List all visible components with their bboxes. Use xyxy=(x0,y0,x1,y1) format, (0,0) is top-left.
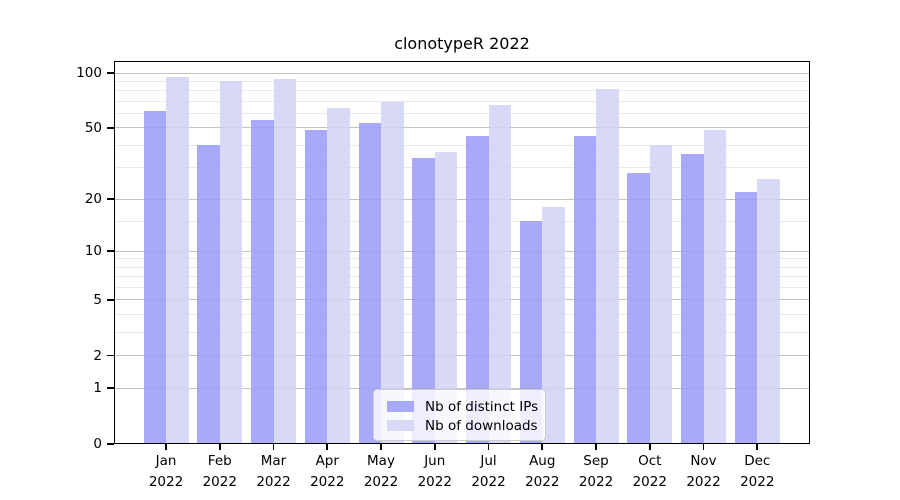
bar-nb-of-downloads-jul xyxy=(488,104,511,444)
bar-nb-of-distinct-ips-nov xyxy=(681,153,704,444)
x-tick-label-may: May 2022 xyxy=(363,453,399,490)
y-tick-label-2: 2 xyxy=(93,347,102,364)
legend-label-distinct-ips: Nb of distinct IPs xyxy=(425,398,539,415)
y-tick-mark-2 xyxy=(107,354,114,357)
bar-nb-of-distinct-ips-oct xyxy=(627,173,650,444)
bar-nb-of-distinct-ips-jan xyxy=(143,110,166,444)
x-tick-label-oct: Oct 2022 xyxy=(632,453,667,490)
gridline-minor-30 xyxy=(115,167,809,169)
gridline-minor-7 xyxy=(115,276,809,278)
gridline-major-50 xyxy=(115,127,809,129)
x-tick-mark-jul xyxy=(487,444,490,450)
bar-nb-of-downloads-jun xyxy=(434,151,458,444)
legend: Nb of distinct IPs Nb of downloads xyxy=(373,389,546,441)
bar-nb-of-downloads-aug xyxy=(542,207,565,444)
gridline-major-20 xyxy=(115,198,809,200)
x-tick-label-jun: Jun 2022 xyxy=(417,453,452,490)
bar-nb-of-distinct-ips-apr xyxy=(304,129,328,444)
bar-nb-of-downloads-apr xyxy=(327,108,350,444)
gridline-minor-6 xyxy=(115,287,809,289)
bar-nb-of-downloads-dec xyxy=(757,179,780,444)
y-tick-label-1: 1 xyxy=(93,380,102,397)
gridline-major-1 xyxy=(115,387,809,389)
gridline-minor-8 xyxy=(115,266,809,268)
x-tick-label-sep: Sep 2022 xyxy=(578,453,614,490)
x-tick-label-apr: Apr 2022 xyxy=(310,453,345,490)
x-tick-mark-aug xyxy=(541,444,544,450)
bar-nb-of-distinct-ips-mar xyxy=(251,120,274,444)
y-tick-mark-10 xyxy=(107,250,114,253)
y-tick-label-0: 0 xyxy=(93,436,102,452)
y-tick-label-10: 10 xyxy=(84,243,102,260)
gridline-major-100 xyxy=(115,72,809,74)
x-tick-mark-may xyxy=(380,444,382,450)
gridline-minor-70 xyxy=(115,100,809,102)
gridline-minor-90 xyxy=(115,80,809,82)
bar-nb-of-distinct-ips-feb xyxy=(197,145,220,444)
legend-swatch-downloads xyxy=(387,420,414,431)
x-tick-mark-mar xyxy=(272,444,275,450)
legend-item-downloads: Nb of downloads xyxy=(387,416,545,435)
x-tick-label-aug: Aug 2022 xyxy=(525,453,560,490)
gridline-minor-80 xyxy=(115,90,809,92)
y-tick-label-100: 100 xyxy=(76,65,102,81)
bar-nb-of-downloads-mar xyxy=(273,78,296,444)
bar-nb-of-distinct-ips-jun xyxy=(412,158,435,444)
bar-nb-of-distinct-ips-dec xyxy=(734,191,758,444)
legend-swatch-distinct-ips xyxy=(387,401,414,412)
bar-nb-of-downloads-jan xyxy=(166,77,189,444)
bar-nb-of-distinct-ips-aug xyxy=(519,221,543,444)
y-tick-mark-5 xyxy=(107,299,114,301)
gridline-minor-40 xyxy=(115,144,809,146)
bar-nb-of-downloads-feb xyxy=(219,81,243,444)
y-tick-label-50: 50 xyxy=(84,119,102,136)
y-tick-mark-50 xyxy=(107,127,114,129)
y-tick-label-20: 20 xyxy=(84,191,102,208)
gridline-minor-3 xyxy=(115,332,809,334)
x-tick-label-jan: Jan 2022 xyxy=(148,453,184,490)
x-tick-mark-apr xyxy=(326,444,329,450)
legend-item-distinct-ips: Nb of distinct IPs xyxy=(387,397,545,416)
y-tick-label-5: 5 xyxy=(93,291,102,308)
bar-nb-of-downloads-oct xyxy=(649,145,673,444)
x-tick-label-mar: Mar 2022 xyxy=(256,453,291,490)
bar-nb-of-downloads-nov xyxy=(703,129,726,444)
gridline-minor-4 xyxy=(115,314,809,316)
gridline-minor-9 xyxy=(115,258,809,260)
gridline-minor-60 xyxy=(115,113,809,115)
x-tick-label-dec: Dec 2022 xyxy=(740,453,775,490)
y-tick-mark-1 xyxy=(107,387,114,390)
bar-nb-of-downloads-sep xyxy=(596,88,619,444)
chart-title: clonotypeR 2022 xyxy=(394,34,530,53)
y-tick-mark-100 xyxy=(107,72,114,74)
bar-nb-of-distinct-ips-sep xyxy=(573,136,596,444)
x-tick-mark-oct xyxy=(648,444,651,450)
x-tick-mark-sep xyxy=(595,444,597,450)
bar-nb-of-distinct-ips-may xyxy=(358,123,381,444)
x-tick-label-nov: Nov 2022 xyxy=(686,453,721,490)
x-tick-label-feb: Feb 2022 xyxy=(202,453,237,490)
x-tick-mark-feb xyxy=(218,444,221,450)
y-tick-mark-0 xyxy=(107,443,114,445)
gridline-major-10 xyxy=(115,250,809,252)
x-tick-mark-dec xyxy=(756,444,759,450)
x-tick-mark-jun xyxy=(433,444,436,450)
gridline-major-5 xyxy=(115,299,809,301)
x-tick-mark-nov xyxy=(702,444,705,450)
x-tick-mark-jan xyxy=(165,444,167,450)
gridline-major-2 xyxy=(115,355,809,357)
gridline-minor-15 xyxy=(115,220,809,222)
bar-nb-of-distinct-ips-jul xyxy=(466,136,489,444)
bar-nb-of-downloads-may xyxy=(381,102,404,444)
legend-label-downloads: Nb of downloads xyxy=(425,417,538,434)
y-tick-mark-20 xyxy=(107,198,114,201)
x-tick-label-jul: Jul 2022 xyxy=(471,453,506,490)
